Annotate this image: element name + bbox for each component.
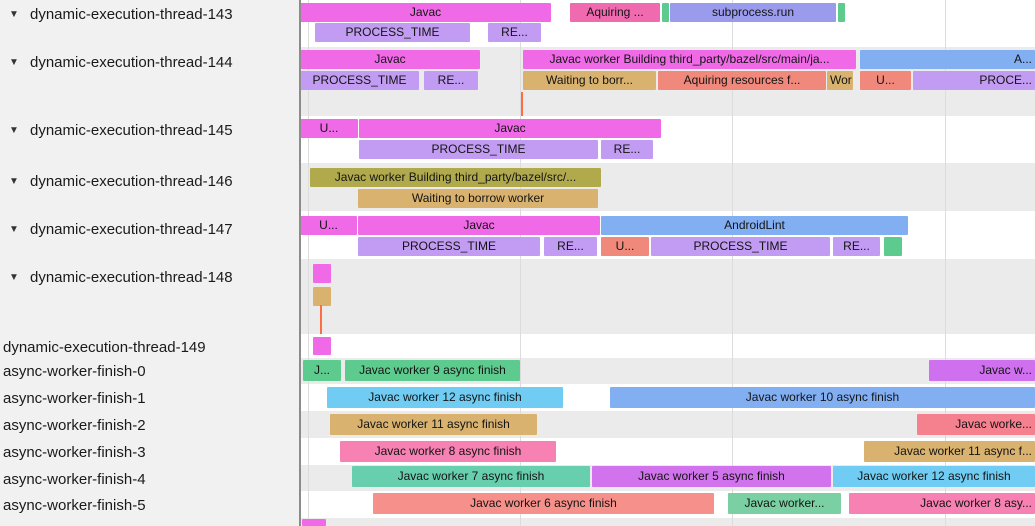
timeline-gridline [732,0,733,526]
collapse-toggle-icon[interactable]: ▼ [9,9,19,20]
slice-javac-worker[interactable]: Javac worker... [728,493,841,514]
slice-javac[interactable]: Javac [300,50,480,69]
track-name-label: async-worker-finish-4 [3,471,146,488]
sidebar-item-dynamic-execution-thread-143[interactable]: ▼ dynamic-execution-thread-143 [0,4,299,25]
sidebar-item-async-worker-finish-2[interactable]: async-worker-finish-2 [0,415,299,436]
sidebar-item-dynamic-execution-thread-145[interactable]: ▼ dynamic-execution-thread-145 [0,120,299,141]
slice-proce[interactable]: PROCE... [913,71,1035,90]
slice-re[interactable]: RE... [488,23,541,42]
timeline-slice[interactable] [313,337,331,355]
slice-aquiring-resources-f[interactable]: Aquiring resources f... [658,71,826,90]
slice-subprocess-run[interactable]: subprocess.run [670,3,836,22]
track-name-label: async-worker-finish-2 [3,417,146,434]
track-sidebar: ▼ dynamic-execution-thread-143 ▼ dynamic-ex… [0,0,301,526]
slice-javac-worker-12-async-finish[interactable]: Javac worker 12 async finish [833,466,1035,487]
slice-process-time[interactable]: PROCESS_TIME [315,23,470,42]
timeline-gridline [945,0,946,526]
slice-re[interactable]: RE... [601,140,653,159]
slice-androidlint[interactable]: AndroidLint [601,216,908,235]
timeline-slice[interactable] [313,264,331,283]
track-name-label: async-worker-finish-0 [3,363,146,380]
sidebar-item-async-worker-finish-0[interactable]: async-worker-finish-0 [0,361,299,382]
slice-u[interactable]: U... [300,119,358,138]
slice-javac-worker-12-async-finish[interactable]: Javac worker 12 async finish [327,387,563,408]
collapse-toggle-icon[interactable]: ▼ [9,176,19,187]
timeline-slice[interactable] [662,3,669,22]
sidebar-item-async-worker-finish-1[interactable]: async-worker-finish-1 [0,388,299,409]
slice-javac-w[interactable]: Javac w... [929,360,1035,381]
sidebar-item-dynamic-execution-thread-146[interactable]: ▼ dynamic-execution-thread-146 [0,171,299,192]
slice-re[interactable]: RE... [424,71,478,90]
slice-wor[interactable]: Wor [827,71,853,90]
timeline-slice[interactable] [302,519,326,526]
slice-javac[interactable]: Javac [359,119,661,138]
slice-re[interactable]: RE... [544,237,597,256]
timeline-gridline [308,0,309,526]
slice-u[interactable]: U... [601,237,649,256]
collapse-toggle-icon[interactable]: ▼ [9,125,19,136]
slice-javac-worker-10-async-finish[interactable]: Javac worker 10 async finish [610,387,1035,408]
slice-javac-worker-9-async-finish[interactable]: Javac worker 9 async finish [345,360,520,381]
slice-process-time[interactable]: PROCESS_TIME [300,71,419,90]
timeline-gridline [520,0,521,526]
timeline-slice[interactable] [884,237,902,256]
flow-marker [320,305,322,334]
sidebar-item-dynamic-execution-thread-148[interactable]: ▼ dynamic-execution-thread-148 [0,267,299,288]
track-name-label: async-worker-finish-3 [3,444,146,461]
slice-process-time[interactable]: PROCESS_TIME [359,140,598,159]
timeline-slice[interactable] [313,287,331,306]
flow-marker [521,92,523,116]
track-row-dynamic-execution-thread-149 [301,334,1035,358]
sidebar-item-async-worker-finish-5[interactable]: async-worker-finish-5 [0,495,299,516]
slice-a[interactable]: A... [860,50,1035,69]
slice-javac-worker-8-async-finish[interactable]: Javac worker 8 async finish [340,441,556,462]
slice-javac-worker-11-async-finish[interactable]: Javac worker 11 async finish [330,414,537,435]
track-name-label: dynamic-execution-thread-147 [30,221,233,238]
track-name-label: dynamic-execution-thread-149 [3,339,206,356]
slice-aquiring[interactable]: Aquiring ... [570,3,660,22]
slice-j[interactable]: J... [303,360,341,381]
slice-javac-worker-building-third-party-bazel-src[interactable]: Javac worker Building third_party/bazel/… [310,168,601,187]
timeline-slice[interactable] [838,3,845,22]
slice-process-time[interactable]: PROCESS_TIME [358,237,540,256]
track-row-partial [301,518,1035,526]
slice-u[interactable]: U... [860,71,911,90]
sidebar-item-dynamic-execution-thread-149[interactable]: dynamic-execution-thread-149 [0,337,299,358]
track-name-label: dynamic-execution-thread-144 [30,54,233,71]
slice-process-time[interactable]: PROCESS_TIME [651,237,830,256]
track-row-dynamic-execution-thread-148 [301,259,1035,334]
track-name-label: dynamic-execution-thread-146 [30,173,233,190]
collapse-toggle-icon[interactable]: ▼ [9,224,19,235]
sidebar-item-async-worker-finish-4[interactable]: async-worker-finish-4 [0,469,299,490]
track-name-label: async-worker-finish-1 [3,390,146,407]
slice-javac-worker-8-asy[interactable]: Javac worker 8 asy... [849,493,1035,514]
slice-javac-worke[interactable]: Javac worke... [917,414,1035,435]
slice-javac[interactable]: Javac [300,3,551,22]
slice-javac-worker-6-async-finish[interactable]: Javac worker 6 async finish [373,493,714,514]
slice-javac-worker-building-third-party-bazel-src-main-ja[interactable]: Javac worker Building third_party/bazel/… [523,50,856,69]
sidebar-item-dynamic-execution-thread-147[interactable]: ▼ dynamic-execution-thread-147 [0,219,299,240]
slice-waiting-to-borr[interactable]: Waiting to borr... [523,71,656,90]
slice-javac-worker-7-async-finish[interactable]: Javac worker 7 async finish [352,466,590,487]
track-name-label: dynamic-execution-thread-143 [30,6,233,23]
slice-javac[interactable]: Javac [358,216,600,235]
collapse-toggle-icon[interactable]: ▼ [9,272,19,283]
slice-javac-worker-11-async-f[interactable]: Javac worker 11 async f... [864,441,1035,462]
slice-javac-worker-5-async-finish[interactable]: Javac worker 5 async finish [592,466,831,487]
sidebar-item-async-worker-finish-3[interactable]: async-worker-finish-3 [0,442,299,463]
track-name-label: async-worker-finish-5 [3,497,146,514]
slice-u[interactable]: U... [300,216,357,235]
track-name-label: dynamic-execution-thread-148 [30,269,233,286]
slice-waiting-to-borrow-worker[interactable]: Waiting to borrow worker [358,189,598,208]
collapse-toggle-icon[interactable]: ▼ [9,57,19,68]
slice-re[interactable]: RE... [833,237,880,256]
sidebar-item-dynamic-execution-thread-144[interactable]: ▼ dynamic-execution-thread-144 [0,52,299,73]
track-name-label: dynamic-execution-thread-145 [30,122,233,139]
